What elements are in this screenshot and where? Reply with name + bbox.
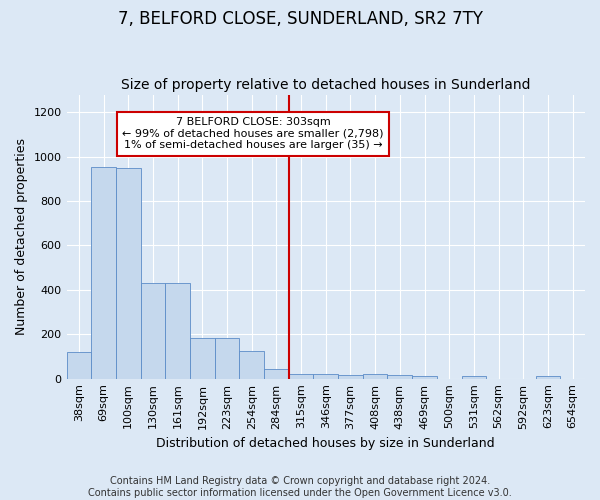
Bar — [461, 376, 486, 378]
Bar — [140, 283, 165, 378]
Bar — [313, 374, 338, 378]
Bar — [165, 283, 190, 378]
Text: Contains HM Land Registry data © Crown copyright and database right 2024.
Contai: Contains HM Land Registry data © Crown c… — [88, 476, 512, 498]
Bar — [190, 338, 215, 378]
Title: Size of property relative to detached houses in Sunderland: Size of property relative to detached ho… — [121, 78, 530, 92]
Bar — [536, 376, 560, 378]
X-axis label: Distribution of detached houses by size in Sunderland: Distribution of detached houses by size … — [157, 437, 495, 450]
Bar — [91, 166, 116, 378]
Bar — [338, 376, 363, 378]
Bar — [388, 376, 412, 378]
Bar — [264, 368, 289, 378]
Text: 7, BELFORD CLOSE, SUNDERLAND, SR2 7TY: 7, BELFORD CLOSE, SUNDERLAND, SR2 7TY — [118, 10, 482, 28]
Bar — [363, 374, 388, 378]
Y-axis label: Number of detached properties: Number of detached properties — [15, 138, 28, 335]
Bar — [289, 374, 313, 378]
Bar — [67, 352, 91, 378]
Bar — [412, 376, 437, 378]
Bar — [116, 168, 140, 378]
Bar — [215, 338, 239, 378]
Text: 7 BELFORD CLOSE: 303sqm
← 99% of detached houses are smaller (2,798)
1% of semi-: 7 BELFORD CLOSE: 303sqm ← 99% of detache… — [122, 118, 384, 150]
Bar — [239, 351, 264, 378]
